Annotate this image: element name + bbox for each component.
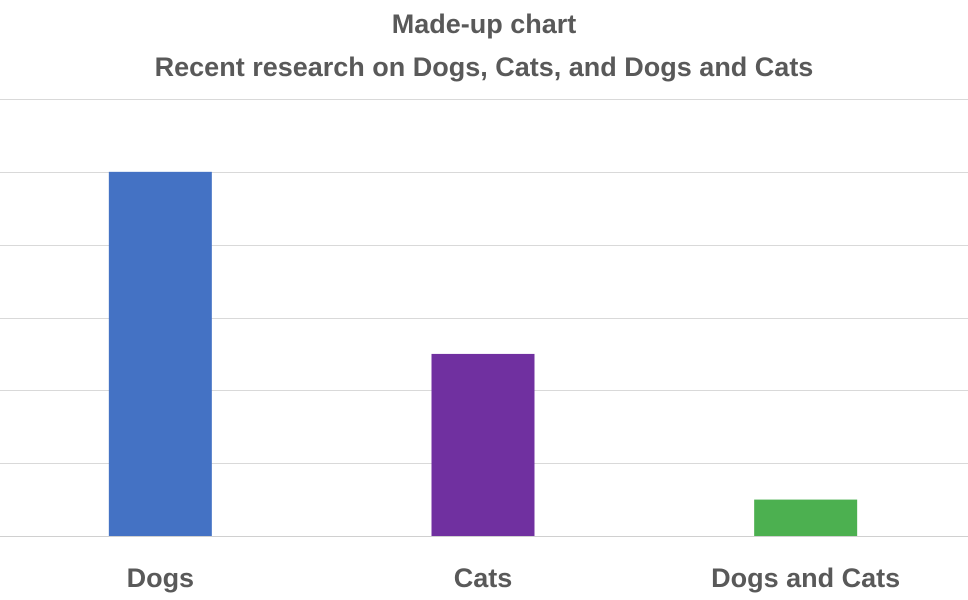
bar-cats xyxy=(431,353,535,536)
x-tick-label: Dogs and Cats xyxy=(711,563,900,593)
bar-dogs-and-cats xyxy=(754,499,858,536)
chart-title: Made-up chart xyxy=(391,9,577,39)
bar-dogs xyxy=(108,171,212,537)
x-tick-label: Dogs xyxy=(127,563,195,593)
chart-subtitle: Recent research on Dogs, Cats, and Dogs … xyxy=(154,52,814,82)
x-tick-label: Cats xyxy=(454,563,513,593)
